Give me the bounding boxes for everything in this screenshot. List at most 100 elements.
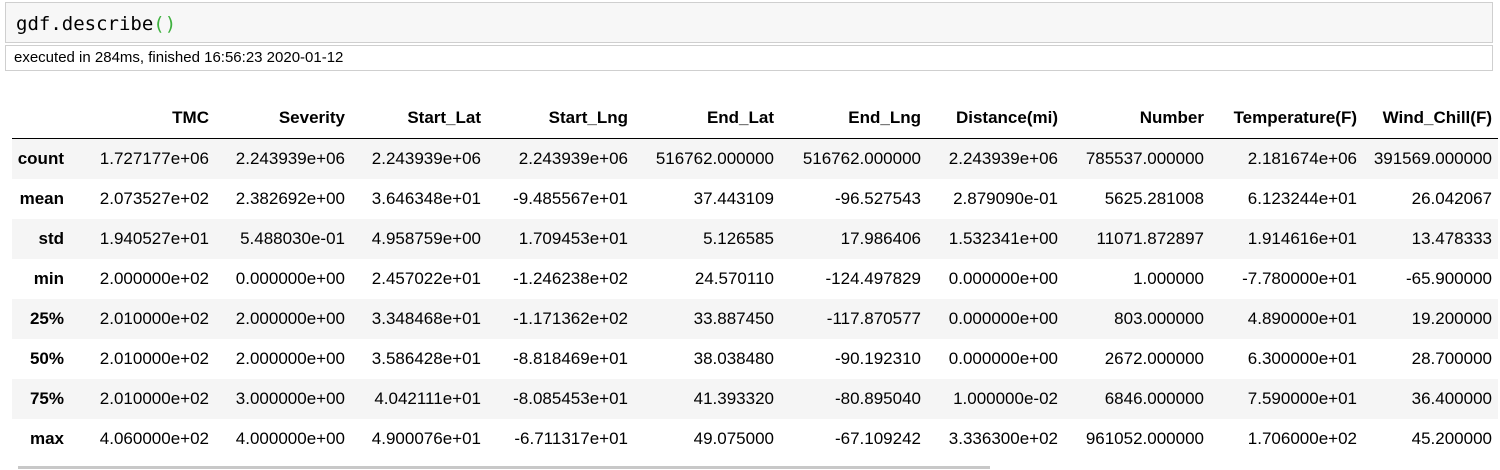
describe-table: TMC Severity Start_Lat Start_Lng End_Lat End_… xyxy=(12,98,1498,458)
table-cell: 3.348468e+01 xyxy=(371,308,481,328)
table-cell: 2.879090e-01 xyxy=(953,188,1058,208)
column-header: End_Lat xyxy=(634,98,780,139)
table-cell: 0.000000e+00 xyxy=(948,268,1058,288)
table-cell: -67.109242 xyxy=(834,428,921,448)
row-label: mean xyxy=(19,188,64,208)
table-cell: 1.914616e+01 xyxy=(1247,228,1357,248)
table-cell: 2.181674e+06 xyxy=(1247,148,1357,168)
table-cell: 2.000000e+02 xyxy=(99,268,209,288)
table-cell: 5625.281008 xyxy=(1104,188,1204,208)
table-cell: 24.570110 xyxy=(694,268,774,288)
code-text[interactable]: gdf.describe() xyxy=(16,13,176,35)
table-cell: 516762.000000 xyxy=(802,148,921,168)
table-cell: 2.382692e+00 xyxy=(235,188,345,208)
row-label: std xyxy=(38,228,65,248)
table-cell: 785537.000000 xyxy=(1085,148,1204,168)
table-row: 75% 2.010000e+02 3.000000e+00 4.042111e+01 -… xyxy=(12,378,1498,419)
table-cell: -7.780000e+01 xyxy=(1242,268,1357,288)
cell-output: TMC Severity Start_Lat Start_Lng End_Lat End_… xyxy=(0,98,1500,458)
column-header: Number xyxy=(1064,98,1210,139)
table-cell: -9.485567e+01 xyxy=(513,188,628,208)
table-cell: 33.887450 xyxy=(693,308,774,328)
table-cell: -6.711317e+01 xyxy=(514,428,628,448)
table-cell: -1.246238e+02 xyxy=(513,268,628,288)
table-row: mean 2.073527e+02 2.382692e+00 3.646348e+01… xyxy=(12,178,1498,219)
table-row: 25% 2.010000e+02 2.000000e+00 3.348468e+01 -… xyxy=(12,298,1498,339)
table-cell: 4.060000e+02 xyxy=(99,428,209,448)
table-cell: 11071.872897 xyxy=(1096,228,1204,248)
row-label: count xyxy=(17,148,64,168)
table-cell: 1.706000e+02 xyxy=(1247,428,1357,448)
table-cell: 0.000000e+00 xyxy=(948,348,1058,368)
table-cell: 17.986406 xyxy=(840,228,921,248)
table-cell: 2.243939e+06 xyxy=(235,148,345,168)
table-cell: 1.709453e+01 xyxy=(518,228,628,248)
table-cell: -8.818469e+01 xyxy=(513,348,628,368)
table-cell: 1.000000e-02 xyxy=(953,388,1058,408)
table-cell: 4.890000e+01 xyxy=(1247,308,1357,328)
table-row: std 1.940527e+01 5.488030e-01 4.958759e+00 1… xyxy=(12,218,1498,259)
column-header: Start_Lng xyxy=(487,98,634,139)
table-cell: 37.443109 xyxy=(693,188,774,208)
table-cell: 19.200000 xyxy=(1411,308,1492,328)
table-cell: 2.010000e+02 xyxy=(99,348,209,368)
table-cell: -124.497829 xyxy=(825,268,921,288)
table-cell: 1.532341e+00 xyxy=(948,228,1058,248)
table-cell: 36.400000 xyxy=(1411,388,1492,408)
table-cell: 2.000000e+00 xyxy=(235,348,345,368)
table-cell: 2.010000e+02 xyxy=(99,308,209,328)
column-header: Distance(mi) xyxy=(927,98,1064,139)
table-cell: 516762.000000 xyxy=(655,148,774,168)
table-cell: -90.192310 xyxy=(834,348,921,368)
table-cell: 3.646348e+01 xyxy=(371,188,481,208)
table-cell: 2.243939e+06 xyxy=(371,148,481,168)
table-cell: 4.000000e+00 xyxy=(235,428,345,448)
table-cell: 26.042067 xyxy=(1411,188,1492,208)
table-cell: 3.586428e+01 xyxy=(371,348,481,368)
table-cell: 4.042111e+01 xyxy=(374,388,481,408)
table-cell: 49.075000 xyxy=(693,428,774,448)
table-cell: 3.336300e+02 xyxy=(948,428,1058,448)
table-cell: 5.488030e-01 xyxy=(240,228,345,248)
table-cell: 6.123244e+01 xyxy=(1247,188,1357,208)
row-label: 25% xyxy=(29,308,64,328)
table-cell: -1.171362e+02 xyxy=(513,308,628,328)
table-cell: 3.000000e+00 xyxy=(235,388,345,408)
table-row: min 2.000000e+02 0.000000e+00 2.457022e+01 -… xyxy=(12,258,1498,299)
column-header: Severity xyxy=(215,98,351,139)
column-header: End_Lng xyxy=(780,98,927,139)
table-cell: 0.000000e+00 xyxy=(235,268,345,288)
table-header-row: TMC Severity Start_Lat Start_Lng End_Lat End_… xyxy=(12,98,1498,139)
table-cell: 1.940527e+01 xyxy=(99,228,209,248)
table-cell: 6846.000000 xyxy=(1104,388,1204,408)
table-cell: 1.000000 xyxy=(1133,268,1204,288)
row-label: max xyxy=(29,428,64,448)
horizontal-scrollbar[interactable] xyxy=(18,466,990,469)
row-label: 75% xyxy=(29,388,64,408)
code-prefix: gdf.describe xyxy=(16,13,154,35)
index-header xyxy=(12,98,78,139)
table-cell: 6.300000e+01 xyxy=(1247,348,1357,368)
table-cell: -65.900000 xyxy=(1405,268,1492,288)
table-cell: 2.010000e+02 xyxy=(99,388,209,408)
table-body: count 1.727177e+06 2.243939e+06 2.243939e+0… xyxy=(12,138,1498,458)
table-cell: -80.895040 xyxy=(834,388,921,408)
table-cell: 13.478333 xyxy=(1411,228,1492,248)
table-row: 50% 2.010000e+02 2.000000e+00 3.586428e+01 -… xyxy=(12,338,1498,379)
table-cell: 28.700000 xyxy=(1411,348,1492,368)
column-header: Temperature(F) xyxy=(1210,98,1363,139)
table-cell: 391569.000000 xyxy=(1373,148,1492,168)
table-cell: 2672.000000 xyxy=(1104,348,1204,368)
table-cell: 2.243939e+06 xyxy=(948,148,1058,168)
column-header: Start_Lat xyxy=(351,98,487,139)
code-parens: () xyxy=(153,13,177,35)
table-cell: 2.243939e+06 xyxy=(518,148,628,168)
table-cell: 2.073527e+02 xyxy=(99,188,209,208)
table-cell: 5.126585 xyxy=(703,228,774,248)
column-header: Wind_Chill(F) xyxy=(1363,98,1498,139)
table-row: max 4.060000e+02 4.000000e+00 4.900076e+01 -… xyxy=(12,418,1498,458)
row-label: 50% xyxy=(29,348,64,368)
table-cell: -8.085453e+01 xyxy=(513,388,628,408)
code-cell-input[interactable]: gdf.describe() xyxy=(5,2,1493,43)
table-cell: 38.038480 xyxy=(693,348,774,368)
